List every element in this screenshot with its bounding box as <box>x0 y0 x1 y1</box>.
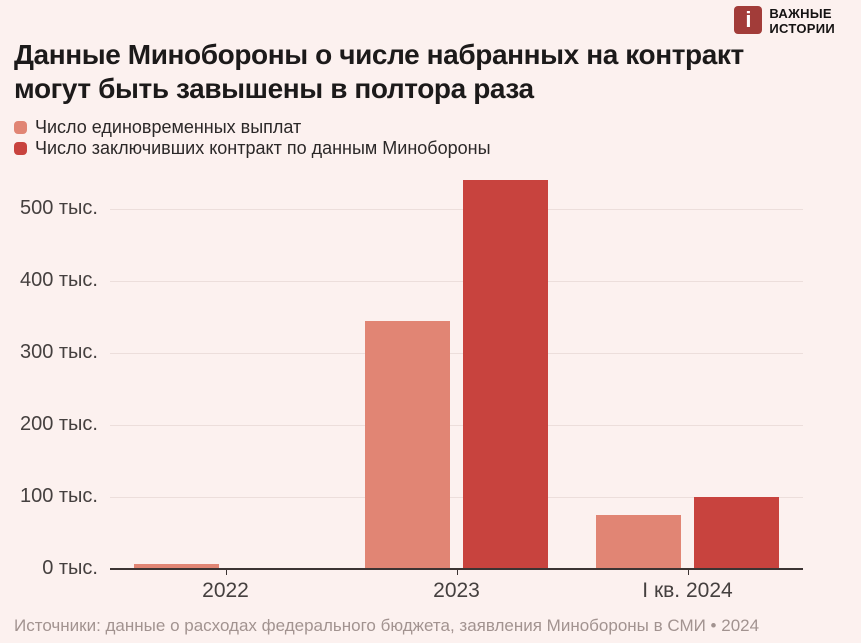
legend-label: Число единовременных выплат <box>35 117 302 137</box>
legend-swatch-icon <box>14 142 27 155</box>
y-axis-label-100: 100 тыс. <box>19 485 98 507</box>
legend-label: Число заключивших контракт по данным Мин… <box>35 138 491 158</box>
gridline-500 <box>110 209 803 210</box>
legend-item: Число заключивших контракт по данным Мин… <box>14 138 491 159</box>
x-axis-tick-2 <box>687 569 689 575</box>
y-axis-label-300: 300 тыс. <box>19 341 98 363</box>
bar-group2-series1 <box>694 497 779 569</box>
brand-name-line2: ИСТОРИИ <box>769 20 835 36</box>
legend-item: Число единовременных выплат <box>14 117 491 138</box>
x-axis-tick-0 <box>225 569 227 575</box>
y-axis-label-200: 200 тыс. <box>19 413 98 435</box>
vazhnye-istorii-logo-icon: i <box>734 6 763 34</box>
brand-name: ВАЖНЫЕ ИСТОРИИ <box>769 6 835 36</box>
gridline-400 <box>110 281 803 282</box>
chart-title: Данные Минобороны о числе набранных на к… <box>14 38 834 105</box>
gridline-200 <box>110 425 803 426</box>
chart-title-line2: могут быть завышены в полтора раза <box>14 72 534 104</box>
brand-name-line1: ВАЖНЫЕ <box>769 6 832 21</box>
y-axis-label-500: 500 тыс. <box>19 197 98 219</box>
bar-group1-series1 <box>463 180 548 569</box>
gridline-100 <box>110 497 803 498</box>
bar-group2-series0 <box>596 515 681 569</box>
source-note: Источники: данные о расходах федеральног… <box>14 616 760 635</box>
y-axis-label-0: 0 тыс. <box>42 557 98 579</box>
gridline-300 <box>110 353 803 354</box>
legend-swatch-icon <box>14 121 27 134</box>
x-axis-label-0: 2022 <box>202 579 249 602</box>
x-axis-line <box>110 568 803 570</box>
x-axis-label-2: I кв. 2024 <box>642 579 733 602</box>
y-axis-label-400: 400 тыс. <box>19 269 98 291</box>
bar-chart: 0 тыс. 100 тыс. 200 тыс. 300 тыс. 400 тыс. 50… <box>0 170 861 610</box>
x-axis-tick-1 <box>456 569 458 575</box>
chart-legend: Число единовременных выплат Число заключи… <box>14 117 491 159</box>
vazhnye-istorii-logo: i ВАЖНЫЕ ИСТОРИИ <box>734 6 835 36</box>
x-axis-label-1: 2023 <box>433 579 480 602</box>
bar-group1-series0 <box>365 321 450 569</box>
bar-group0-series0 <box>134 564 219 569</box>
chart-title-line1: Данные Минобороны о числе набранных на к… <box>14 39 744 70</box>
